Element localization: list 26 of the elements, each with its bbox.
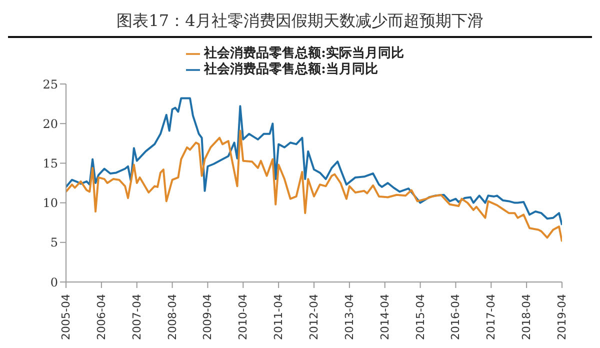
y-tick-label: 0 [50,275,58,290]
line-series [66,97,562,226]
y-tick-label: 15 [42,156,58,170]
y-tick-label: 10 [42,196,58,210]
line-series [66,130,562,243]
legend-label: 社会消费品零售总额:当月同比 [204,62,378,77]
legend-label: 社会消费品零售总额:实际当月同比 [204,46,404,61]
x-tick-label: 2006-04 [94,294,108,340]
x-tick-label: 2009-04 [201,294,214,340]
x-tick-label: 2016-04 [449,294,462,340]
x-tick-label: 2005-04 [60,294,72,340]
y-tick-label: 5 [50,236,58,250]
x-tick-label: 2012-04 [308,294,320,340]
chart-title: 图表17：4月社零消费因假期天数减少而超预期下滑 [116,10,484,32]
y-tick-label: 25 [42,77,58,92]
x-tick-label: 2007-04 [130,294,144,340]
x-tick-label: 2019-04 [556,294,568,340]
x-tick-label: 2017-04 [484,294,498,340]
y-tick-label: 20 [42,116,58,131]
x-tick-label: 2010-04 [236,294,250,340]
x-tick-label: 2008-04 [166,294,179,340]
x-tick-label: 2015-04 [414,294,427,340]
x-tick-label: 2014-04 [378,294,392,340]
x-tick-label: 2011-04 [272,294,286,340]
x-tick-label: 2013-04 [342,294,356,340]
x-tick-label: 2018-04 [520,294,534,340]
